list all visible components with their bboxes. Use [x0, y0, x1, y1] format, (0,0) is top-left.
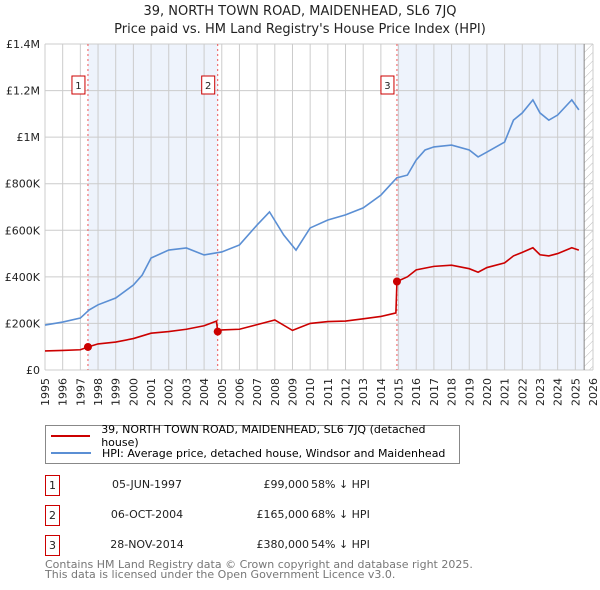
x-tick-label: 2007	[251, 378, 264, 406]
x-tick-label: 2017	[428, 378, 441, 406]
x-tick-label: 2008	[269, 378, 282, 406]
x-tick-label: 2013	[357, 378, 370, 406]
x-tick-label: 1997	[74, 378, 87, 406]
sale-badge-label: 1	[75, 81, 81, 92]
x-tick-label: 2009	[286, 378, 299, 406]
hpi-line	[44, 98, 580, 326]
sale-badge-label: 3	[384, 81, 390, 92]
shaded-range	[396, 44, 585, 370]
transaction-row: 1 05-JUN-1997 £99,000 58% ↓ HPI	[45, 475, 445, 496]
x-tick-label: 1995	[39, 378, 52, 406]
y-tick-label: £1.2M	[6, 85, 40, 98]
transaction-hpi-diff: 58% ↓ HPI	[311, 478, 370, 491]
x-tick-label: 2002	[163, 378, 176, 406]
x-tick-label: 2015	[393, 378, 406, 406]
legend-swatch	[51, 435, 91, 437]
x-tick-label: 2025	[569, 378, 582, 406]
x-tick-label: 2014	[375, 378, 388, 406]
x-tick-label: 2022	[516, 378, 529, 406]
x-tick-label: 2005	[216, 378, 229, 406]
x-tick-label: 2021	[499, 378, 512, 406]
y-tick-label: £1.4M	[6, 38, 40, 51]
sale-badge-label: 2	[205, 81, 211, 92]
footer-line: This data is licensed under the Open Gov…	[45, 568, 396, 581]
x-tick-label: 1996	[57, 378, 70, 406]
x-tick-label: 2011	[322, 378, 335, 406]
legend-item-property: 39, NORTH TOWN ROAD, MAIDENHEAD, SL6 7JQ…	[51, 423, 459, 449]
x-tick-label: 2012	[340, 378, 353, 406]
shaded-range	[87, 44, 218, 370]
y-tick-label: £0	[26, 364, 40, 377]
legend-label: 39, NORTH TOWN ROAD, MAIDENHEAD, SL6 7JQ…	[101, 423, 426, 449]
transaction-marker: 1	[45, 475, 60, 496]
transaction-row: 2 06-OCT-2004 £165,000 68% ↓ HPI	[45, 505, 445, 526]
transaction-date: 05-JUN-1997	[111, 478, 183, 491]
transaction-marker: 2	[45, 505, 60, 526]
x-tick-label: 2000	[127, 378, 140, 406]
sale-badge	[201, 75, 216, 95]
transaction-price: £99,000	[263, 478, 310, 491]
x-tick-label: 2010	[304, 378, 317, 406]
chart-title: 39, NORTH TOWN ROAD, MAIDENHEAD, SL6 7JQ	[143, 4, 457, 19]
x-tick-label: 2024	[552, 378, 565, 406]
x-tick-label: 2004	[198, 378, 211, 406]
y-tick-label: £800K	[5, 178, 41, 191]
y-tick-label: £600K	[5, 224, 41, 237]
price-paid-line	[44, 246, 580, 352]
transaction-price: £380,000	[256, 538, 310, 551]
footer: Contains HM Land Registry data © Crown c…	[45, 558, 473, 581]
x-tick-label: 2026	[587, 378, 600, 406]
y-tick-label: £400K	[5, 271, 41, 284]
legend-swatch	[51, 452, 91, 454]
x-tick-label: 2001	[145, 378, 158, 406]
legend-label: HPI: Average price, detached house, Wind…	[102, 446, 446, 460]
x-tick-label: 2018	[446, 378, 459, 406]
footer-line: Contains HM Land Registry data © Crown c…	[45, 558, 473, 571]
transaction-price: £165,000	[256, 508, 310, 521]
x-tick-label: 2016	[410, 378, 423, 406]
transaction-marker: 3	[45, 535, 60, 556]
x-tick-label: 1999	[110, 378, 123, 406]
x-tick-label: 2003	[180, 378, 193, 406]
x-tick-label: 2006	[233, 378, 246, 406]
forecast-hatch	[584, 44, 593, 370]
x-tick-label: 2023	[534, 378, 547, 406]
transaction-row: 3 28-NOV-2014 £380,000 54% ↓ HPI	[45, 535, 445, 556]
sale-badge	[380, 75, 395, 95]
x-tick-label: 2020	[481, 378, 494, 406]
sale-badge	[71, 75, 86, 95]
sale-point	[213, 327, 222, 336]
sale-point	[392, 277, 401, 286]
price-chart: 1995 1996 1997 1998 1999 2000 2001 2002 2003 2004…	[5, 38, 600, 406]
legend-item-hpi: HPI: Average price, detached house, Wind…	[51, 445, 445, 461]
legend: 39, NORTH TOWN ROAD, MAIDENHEAD, SL6 7JQ…	[45, 423, 460, 464]
x-tick-label: 1998	[92, 378, 105, 406]
y-tick-label: £1M	[17, 131, 41, 144]
transaction-hpi-diff: 68% ↓ HPI	[311, 508, 370, 521]
x-tick-label: 2019	[463, 378, 476, 406]
chart-subtitle: Price paid vs. HM Land Registry's House …	[114, 22, 486, 37]
y-tick-label: £200K	[5, 317, 41, 330]
transaction-date: 28-NOV-2014	[110, 538, 184, 551]
transaction-date: 06-OCT-2004	[110, 508, 184, 521]
sale-point	[83, 342, 92, 351]
transaction-hpi-diff: 54% ↓ HPI	[311, 538, 370, 551]
